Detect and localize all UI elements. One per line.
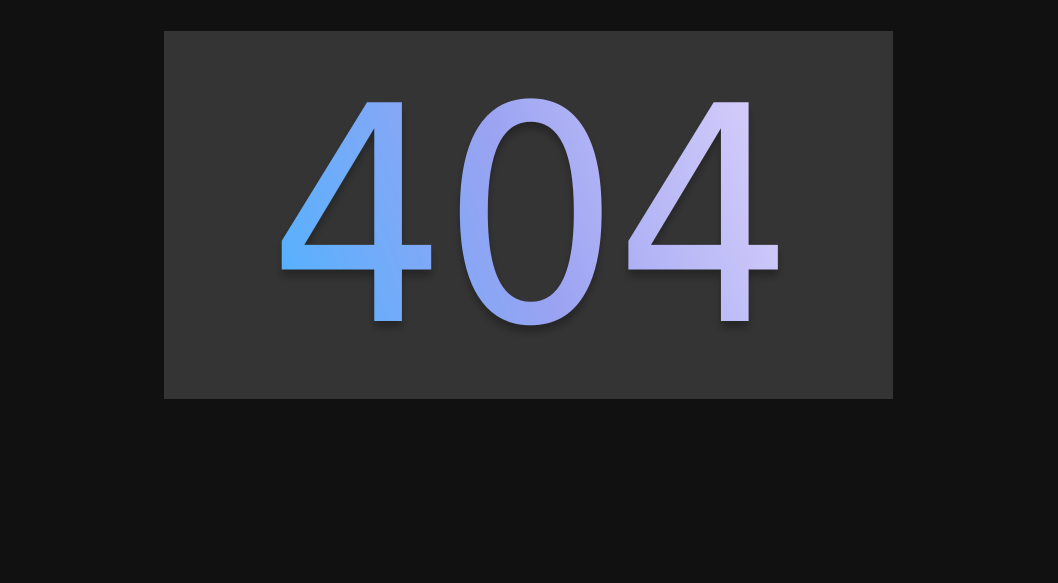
error-code-graphic: 404: [268, 43, 794, 392]
error-panel: 404: [164, 31, 893, 399]
error-code: 404: [268, 43, 788, 392]
